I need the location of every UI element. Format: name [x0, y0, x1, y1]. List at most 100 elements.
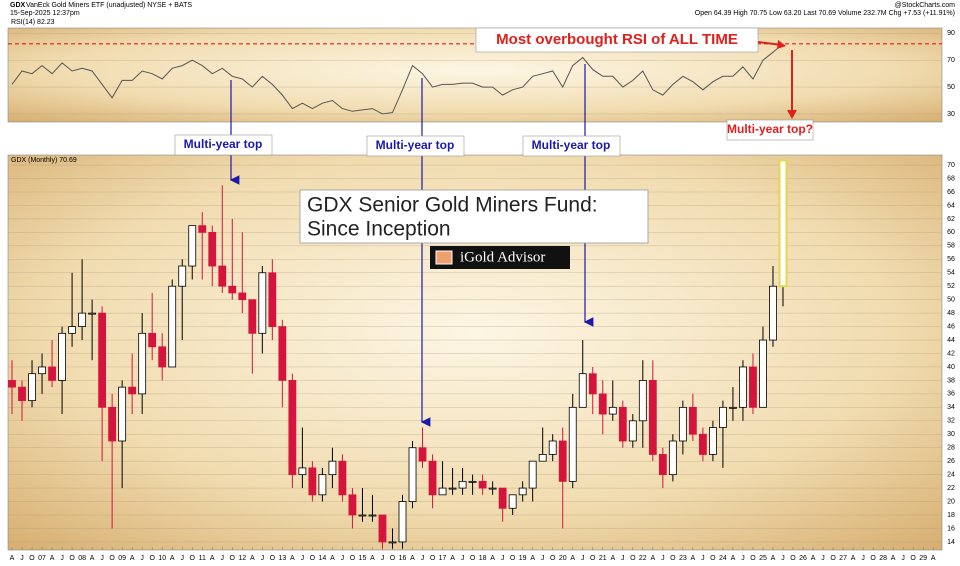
candle-body [668, 440, 677, 476]
y-tick-label: 70 [947, 162, 955, 169]
candle-body [198, 225, 207, 233]
candle-body [408, 447, 417, 502]
x-tick-label: A [170, 555, 175, 562]
candle-body [588, 373, 597, 395]
x-tick-label: A [811, 555, 816, 562]
candle-body [108, 406, 117, 442]
candle-body [658, 454, 667, 476]
x-tick-label: A [650, 555, 655, 562]
x-tick-label: O [710, 555, 716, 562]
candle-body [418, 447, 427, 462]
x-tick-label: A [530, 555, 535, 562]
candle-body [318, 474, 327, 496]
candle-body [168, 285, 177, 368]
y-tick-label: 56 [947, 256, 955, 263]
candle-body [769, 285, 777, 341]
candle-body [638, 380, 647, 422]
date: 15-Sep-2025 12:37pm [10, 10, 80, 17]
x-tick-label: A [50, 555, 55, 562]
x-tick-label: A [330, 555, 335, 562]
candle-body [648, 380, 657, 455]
y-tick-label: 50 [947, 84, 955, 91]
x-tick-label: O [510, 555, 516, 562]
x-tick-label: J [261, 555, 265, 562]
x-tick-label: J [621, 555, 625, 562]
x-tick-label: 23 [679, 555, 687, 562]
candle-body [118, 386, 127, 442]
y-tick-label: 36 [947, 391, 955, 398]
x-tick-label: A [410, 555, 415, 562]
x-tick-label: J [461, 555, 465, 562]
arrowhead [787, 110, 797, 119]
y-tick-label: 68 [947, 175, 955, 182]
candle-body [618, 406, 627, 442]
candle-body [238, 292, 247, 301]
candle-body [448, 487, 457, 490]
x-tick-label: O [470, 555, 476, 562]
annotation: Multi-year top [184, 137, 263, 151]
x-tick-label: A [250, 555, 255, 562]
x-tick-label: J [381, 555, 385, 562]
candle-body [698, 433, 707, 455]
candle-body [308, 467, 317, 496]
candle-body [138, 332, 147, 395]
candle-body [749, 366, 757, 408]
x-tick-label: O [149, 555, 155, 562]
x-tick-label: A [851, 555, 856, 562]
candle-body [548, 440, 557, 455]
x-tick-label: J [421, 555, 425, 562]
candle-body [508, 494, 517, 509]
candle-body [388, 541, 397, 544]
x-tick-label: 18 [479, 555, 487, 562]
x-tick-label: J [341, 555, 345, 562]
candle-body [88, 312, 97, 315]
x-tick-label: 20 [559, 555, 567, 562]
x-tick-label: J [221, 555, 225, 562]
x-tick-label: J [60, 555, 64, 562]
candle-body [719, 406, 727, 428]
candle-body [288, 380, 297, 476]
x-tick-label: 16 [399, 555, 407, 562]
candle-body [128, 386, 137, 395]
annotation: Most overbought RSI of ALL TIME [496, 31, 738, 48]
candle-body [778, 159, 788, 288]
x-tick-label: J [301, 555, 305, 562]
x-tick-label: O [750, 555, 756, 562]
annotation-box [366, 135, 465, 157]
y-tick-label: 52 [947, 283, 955, 290]
x-tick-label: O [910, 555, 916, 562]
x-tick-label: O [550, 555, 556, 562]
candle-body [68, 326, 76, 334]
y-tick-label: 20 [947, 498, 955, 505]
x-tick-label: 12 [238, 555, 246, 562]
x-tick-label: 10 [158, 555, 166, 562]
y-tick-label: 22 [947, 485, 955, 492]
x-tick-label: A [610, 555, 615, 562]
x-tick-label: A [891, 555, 896, 562]
x-tick-label: O [430, 555, 436, 562]
x-tick-label: O [190, 555, 196, 562]
candle-body [468, 480, 477, 483]
x-tick-label: A [691, 555, 696, 562]
annotation-box [522, 135, 621, 157]
x-tick-label: J [581, 555, 585, 562]
annotation: Multi-year top? [727, 122, 813, 136]
candle-body [518, 487, 527, 496]
x-tick-label: J [140, 555, 144, 562]
annotation: Multi-year top [532, 138, 611, 152]
x-tick-label: J [20, 555, 24, 562]
y-tick-label: 46 [947, 323, 955, 330]
x-tick-label: A [370, 555, 375, 562]
y-tick-label: 48 [947, 310, 955, 317]
candle-body [268, 272, 277, 327]
x-tick-label: 11 [199, 555, 206, 562]
marks-layer [8, 43, 788, 549]
x-tick-label: A [570, 555, 575, 562]
x-tick-label: A [210, 555, 215, 562]
x-tick-label: O [270, 555, 276, 562]
candle-body [218, 265, 227, 287]
candle-body [428, 460, 437, 496]
annotations: Multi-year top Multi-year top Multi-year… [174, 27, 814, 427]
x-tick-label: J [781, 555, 785, 562]
candle-body [328, 460, 337, 476]
